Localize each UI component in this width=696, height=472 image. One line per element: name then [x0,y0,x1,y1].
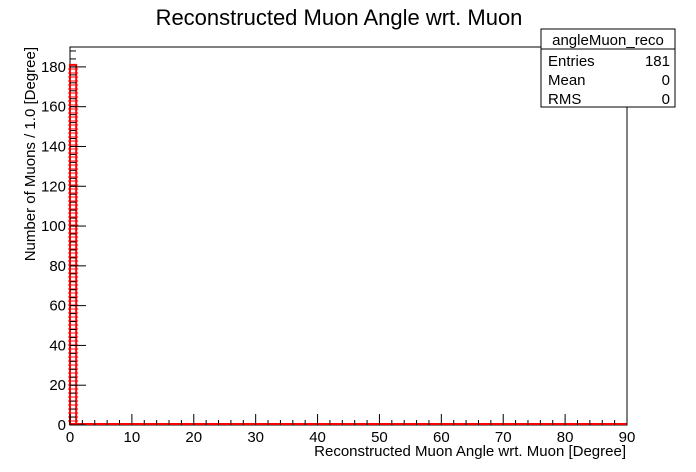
x-tick-label: 50 [371,429,388,446]
x-tick-label: 90 [619,429,636,446]
y-tick-label: 100 [41,218,66,235]
stats-box: angleMuon_reco Entries 181 Mean 0 RMS 0 [540,28,676,108]
stats-label: RMS [548,91,581,108]
y-tick-label: 80 [49,258,66,275]
y-tick-label: 60 [49,298,66,315]
x-tick-label: 40 [309,429,326,446]
y-tick-label: 140 [41,138,66,155]
x-tick-label: 80 [557,429,574,446]
x-tick-label: 30 [247,429,264,446]
y-tick-label: 20 [49,377,66,394]
stats-label: Entries [548,53,595,70]
x-tick-label: 60 [433,429,450,446]
stats-value: 0 [662,72,670,89]
x-tick-label: 20 [185,429,202,446]
y-axis-label: Number of Muons / 1.0 [Degree] [22,47,39,261]
stats-box-title: angleMuon_reco [552,32,664,49]
stats-box-frame [540,28,676,108]
y-tick-label: 0 [58,417,66,434]
x-tick-label: 10 [124,429,141,446]
y-tick-label: 120 [41,178,66,195]
x-tick-label: 70 [495,429,512,446]
chart-title: Reconstructed Muon Angle wrt. Muon [156,5,523,30]
y-tick-label: 180 [41,59,66,76]
x-axis-label: Reconstructed Muon Angle wrt. Muon [Degr… [314,443,626,460]
y-axis: 0 20 40 60 80 100 120 140 160 180 [41,50,86,434]
y-tick-label: 40 [49,337,66,354]
x-axis: 0 10 20 30 40 50 60 70 80 90 [66,414,636,446]
y-tick-label: 160 [41,99,66,116]
histogram-bars [68,63,627,425]
stats-value: 181 [645,53,670,70]
stats-value: 0 [662,91,670,108]
stats-label: Mean [548,72,586,89]
stats-box-rows: Entries 181 Mean 0 RMS 0 [548,53,670,108]
x-tick-label: 0 [66,429,74,446]
